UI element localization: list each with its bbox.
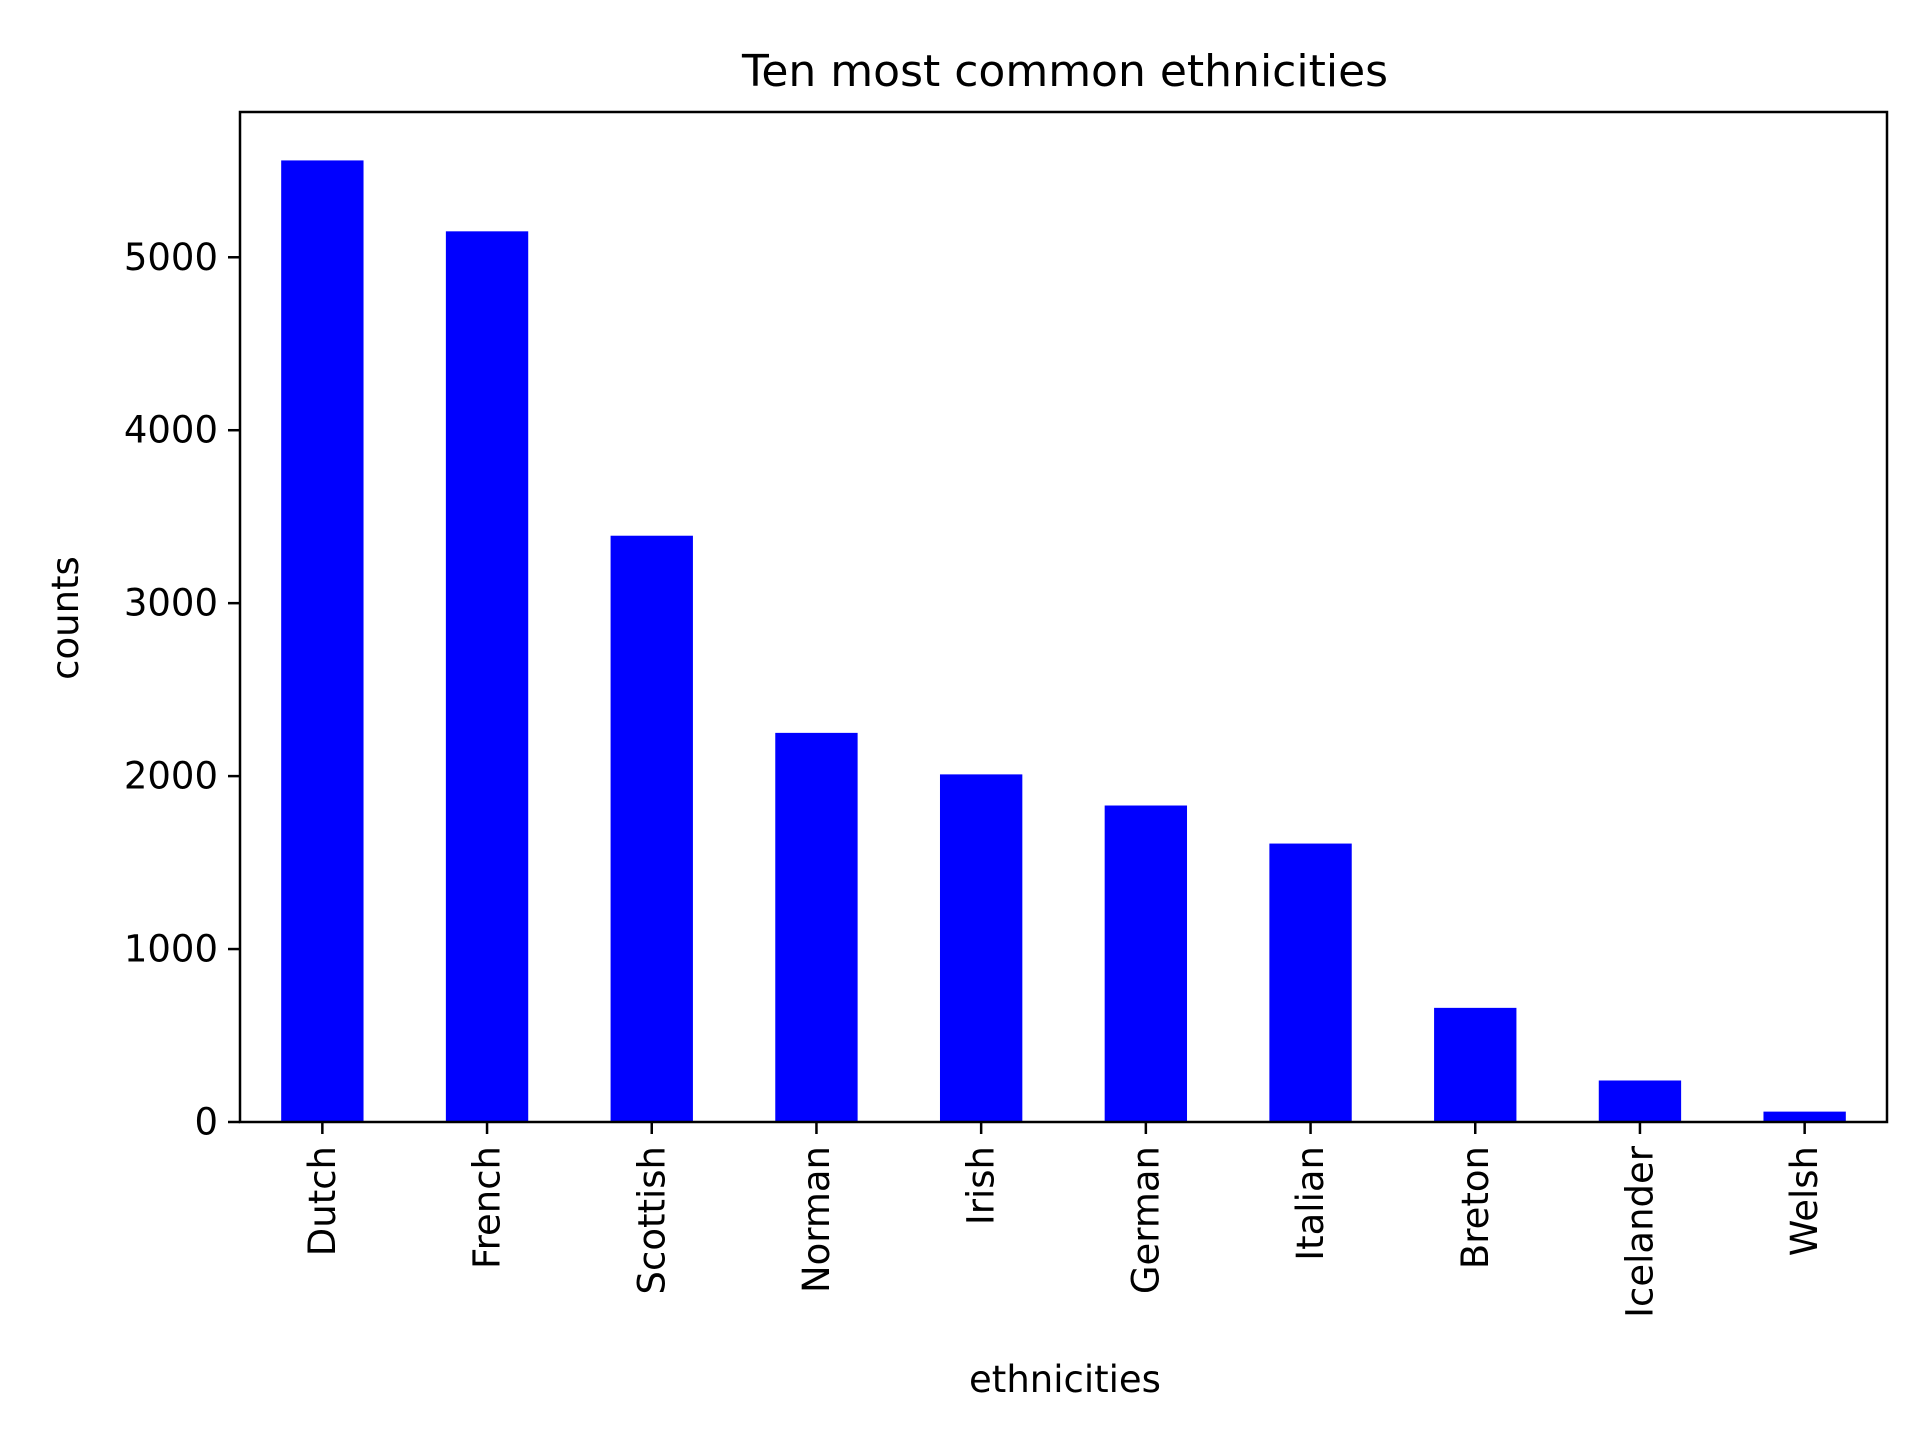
bar-norman [775, 732, 858, 1122]
bar-breton [1434, 1007, 1517, 1122]
x-tick-label: Irish [960, 1146, 1003, 1225]
bar-german [1104, 805, 1188, 1122]
x-tick-label: Scottish [630, 1146, 673, 1295]
bar-scottish [610, 535, 693, 1122]
x-tick-label: Welsh [1783, 1146, 1826, 1256]
y-axis: 0 1000 2000 3000 4000 5000 [124, 236, 240, 1144]
bar-french [445, 231, 529, 1122]
bars-layer [281, 160, 1846, 1123]
bar-welsh [1763, 1111, 1846, 1122]
bar-dutch [281, 160, 364, 1123]
plot-frame [238, 110, 1889, 1124]
x-tick-label: Dutch [301, 1146, 344, 1256]
chart-title: Ten most common ethnicities [741, 46, 1388, 97]
x-tick-label: German [1124, 1146, 1167, 1294]
y-tick-label: 4000 [124, 409, 218, 452]
y-tick-label: 5000 [124, 236, 218, 279]
bar-italian [1269, 843, 1352, 1122]
x-axis-label: ethnicities [969, 1358, 1161, 1401]
x-tick-label: Norman [795, 1146, 838, 1293]
x-tick-label: French [466, 1146, 509, 1269]
y-tick-label: 1000 [124, 928, 218, 971]
x-tick-label: Breton [1454, 1146, 1497, 1269]
y-tick-label: 0 [194, 1101, 218, 1144]
x-tick-label: Icelander [1618, 1145, 1661, 1318]
y-tick-label: 2000 [124, 755, 218, 798]
bar-irish [939, 774, 1023, 1122]
y-axis-label: counts [44, 556, 87, 680]
y-tick-label: 3000 [124, 582, 218, 625]
bar-icelander [1598, 1080, 1682, 1122]
x-axis: Dutch French Scottish Norman Irish German Ital… [301, 1122, 1826, 1318]
x-tick-label: Italian [1289, 1146, 1332, 1261]
